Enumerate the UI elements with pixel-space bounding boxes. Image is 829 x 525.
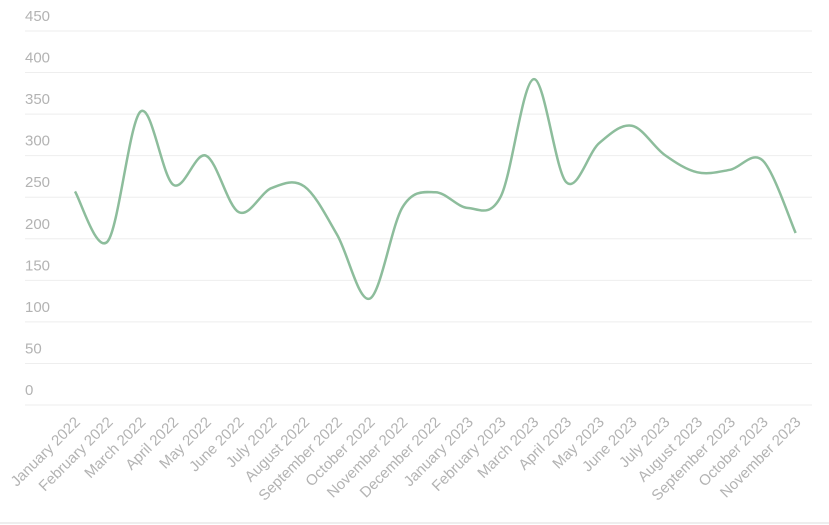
y-tick-label: 50 bbox=[25, 340, 42, 357]
y-tick-label: 200 bbox=[25, 216, 50, 233]
y-tick-label: 100 bbox=[25, 299, 50, 316]
y-tick-label: 400 bbox=[25, 50, 50, 67]
y-tick-label: 150 bbox=[25, 257, 50, 274]
y-tick-label: 450 bbox=[25, 8, 50, 25]
y-tick-label: 300 bbox=[25, 133, 50, 150]
y-tick-label: 250 bbox=[25, 174, 50, 191]
y-tick-label: 0 bbox=[25, 382, 33, 399]
line bbox=[73, 77, 797, 300]
y-tick-label: 350 bbox=[25, 91, 50, 108]
